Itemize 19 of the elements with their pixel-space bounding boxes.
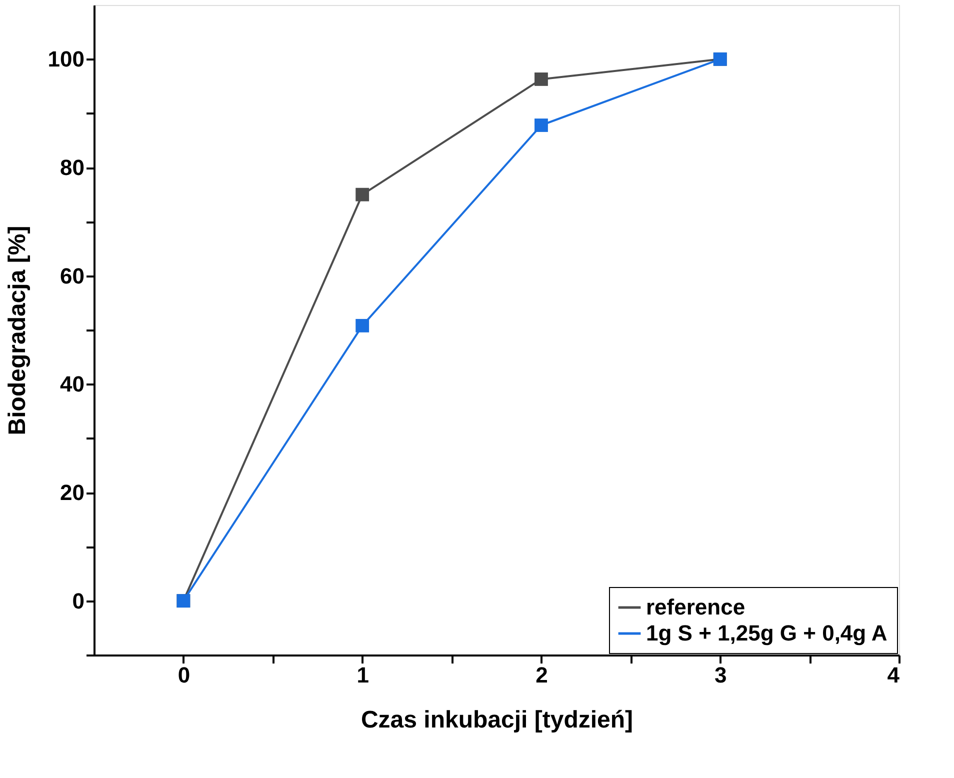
y-tick-label: 40 xyxy=(60,372,84,397)
point xyxy=(534,72,548,86)
legend-label: reference xyxy=(646,594,746,620)
x-tick-label: 4 xyxy=(887,662,900,688)
point xyxy=(356,188,370,202)
x-tick-label: 1 xyxy=(356,662,369,688)
point xyxy=(356,318,370,332)
point xyxy=(534,118,548,132)
x-axis-title: Czas inkubacji [tydzień] xyxy=(360,706,634,734)
x-tick-label: 2 xyxy=(536,662,548,688)
legend-label: 1g S + 1,25g G + 0,4g A xyxy=(646,620,888,646)
y-tick-label: 60 xyxy=(60,263,84,288)
y-tick-label: 80 xyxy=(60,155,84,180)
y-tick-label: 100 xyxy=(48,46,84,72)
y-tick-label: 20 xyxy=(60,480,84,505)
x-tick-label: 0 xyxy=(178,662,190,688)
y-axis-title: Biodegradacja [%] xyxy=(4,226,31,436)
y-tick-label: 0 xyxy=(72,588,84,614)
x-tick-label: 3 xyxy=(714,662,727,688)
